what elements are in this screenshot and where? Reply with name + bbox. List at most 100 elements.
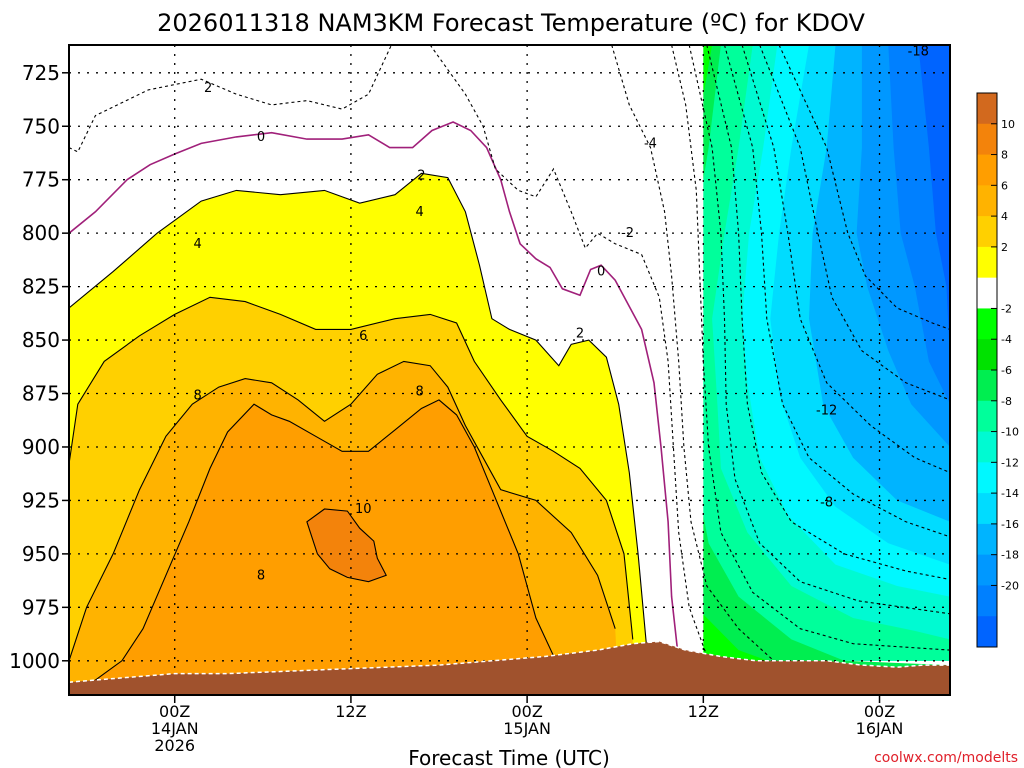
surface-terrain	[69, 641, 950, 695]
ground-surface	[69, 640, 950, 695]
region-10-to-12	[306, 509, 387, 582]
contour-minus-4	[611, 45, 950, 679]
colorbar-bin-8	[977, 339, 997, 371]
contour-label-4: -2	[621, 226, 634, 241]
contour-4	[69, 296, 634, 640]
colorbar: 10 8 6 4 2 -2 -4 -6 -8 -10 -12 -14 -16 -18 -20	[976, 92, 1019, 648]
contour-minus-10	[706, 45, 950, 581]
colorbar-label-2: 6	[1001, 179, 1008, 192]
colorbar-bin-15	[977, 554, 997, 586]
y-tick-label-800: 800	[22, 221, 60, 245]
contour-label-12: -12	[816, 404, 837, 419]
colorbar-label-6: -4	[1001, 333, 1012, 346]
contour-label-10: 8	[415, 384, 423, 399]
colorbar-bin-2	[977, 154, 997, 186]
colorbar-bin-6	[977, 277, 997, 309]
colorbar-label-10: -12	[1001, 456, 1019, 469]
colorbar-label-12: -16	[1001, 518, 1019, 531]
colorbar-label-0: 10	[1001, 118, 1015, 131]
x-tick-label-0-0: 00Z	[159, 702, 190, 721]
y-tick-label-975: 975	[22, 595, 60, 619]
x-tick-label-40-0: 00Z	[864, 702, 895, 721]
contour-label-8: 6	[359, 329, 367, 344]
x-tick-label-10-0: 12Z	[335, 702, 366, 721]
chart-title: 2026011318 NAM3KM Forecast Temperature (…	[157, 9, 865, 37]
temperature-contour-lines	[69, 45, 950, 687]
colorbar-bin-10	[977, 400, 997, 433]
contour-minus-18	[778, 45, 950, 330]
grid-lines	[69, 45, 950, 695]
colorbar-label-5: -2	[1001, 302, 1012, 315]
y-tick-label-825: 825	[22, 275, 60, 299]
colorbar-bin-17	[977, 616, 997, 648]
y-axis: 725 750 775 800 825 850 875 900 925 950 975 1000	[9, 61, 69, 673]
colorbar-label-14: -20	[1001, 579, 1019, 592]
contour-label-2: -4	[644, 136, 657, 151]
contour-label-0: 2	[204, 81, 212, 96]
contour-label-5: 4	[415, 205, 423, 220]
colorbar-bin-4	[977, 216, 997, 248]
contour-label-14: -8	[820, 496, 833, 511]
contour-10	[306, 508, 387, 583]
plot-area: 2 0 -4 2 -2 4 4 0 6 2 8 8 -12 10 -8 8 -18	[69, 44, 950, 695]
x-tick-label-40-1: 16JAN	[856, 719, 904, 738]
y-tick-label-925: 925	[22, 488, 60, 512]
credit-text: coolwx.com/modelts	[874, 750, 1018, 766]
y-tick-label-850: 850	[22, 328, 60, 352]
contour-2	[69, 172, 648, 651]
contour-minus-16	[759, 45, 950, 401]
y-tick-label-1000: 1000	[9, 649, 60, 673]
colorbar-label-9: -10	[1001, 426, 1019, 439]
y-tick-label-900: 900	[22, 435, 60, 459]
colorbar-bin-0	[977, 93, 997, 125]
contour-0	[69, 121, 680, 661]
contour-6	[69, 360, 616, 661]
plot-frame	[68, 44, 951, 696]
surface-edge	[69, 640, 950, 683]
contour-label-16: -18	[908, 44, 929, 59]
y-tick-label-725: 725	[22, 61, 60, 85]
contour-labels: 2 0 -4 2 -2 4 4 0 6 2 8 8 -12 10 -8 8 -18	[193, 44, 929, 583]
colorbar-bin-13	[977, 493, 997, 525]
colorbar-label-4: 2	[1001, 241, 1008, 254]
colorbar-label-11: -14	[1001, 487, 1019, 500]
x-tick-label-30-0: 12Z	[688, 702, 719, 721]
contour-label-13: 10	[355, 502, 372, 517]
colorbar-bin-3	[977, 185, 997, 217]
contour-minus-2	[429, 45, 710, 661]
colorbar-label-13: -18	[1001, 549, 1019, 562]
contour-label-1: 0	[257, 130, 265, 145]
colorbar-label-7: -6	[1001, 364, 1012, 377]
x-tick-label-0-2: 2026	[154, 736, 195, 755]
colorbar-bin-16	[977, 585, 997, 617]
colorbar-label-8: -8	[1001, 395, 1012, 408]
temperature-fill-regions	[69, 45, 950, 695]
colorbar-bin-14	[977, 523, 997, 556]
contour-label-9: 2	[576, 327, 584, 342]
colorbar-label-1: 8	[1001, 149, 1008, 162]
colorbar-bin-1	[977, 123, 997, 156]
contour-minus-14	[741, 45, 950, 474]
colorbar-bin-12	[977, 462, 997, 494]
x-tick-label-0-1: 14JAN	[151, 719, 199, 738]
contour-label-15: 8	[257, 568, 265, 583]
contour-label-11: 8	[193, 389, 201, 404]
colorbar-bin-9	[977, 370, 997, 402]
contour-label-3: 2	[417, 168, 425, 183]
y-tick-label-750: 750	[22, 114, 60, 138]
colorbar-bin-5	[977, 246, 997, 279]
contour-label-7: 0	[597, 265, 605, 280]
contour-label-6: 4	[193, 237, 201, 252]
x-tick-label-20-1: 15JAN	[503, 719, 551, 738]
colorbar-label-3: 4	[1001, 210, 1008, 223]
region-8-to-6	[689, 45, 950, 661]
y-tick-label-950: 950	[22, 542, 60, 566]
contour-8	[86, 399, 560, 687]
colorbar-bin-7	[977, 308, 997, 340]
x-tick-label-20-0: 00Z	[511, 702, 542, 721]
contour-minus-2	[69, 45, 392, 153]
y-tick-label-875: 875	[22, 382, 60, 406]
colorbar-bin-11	[977, 431, 997, 463]
